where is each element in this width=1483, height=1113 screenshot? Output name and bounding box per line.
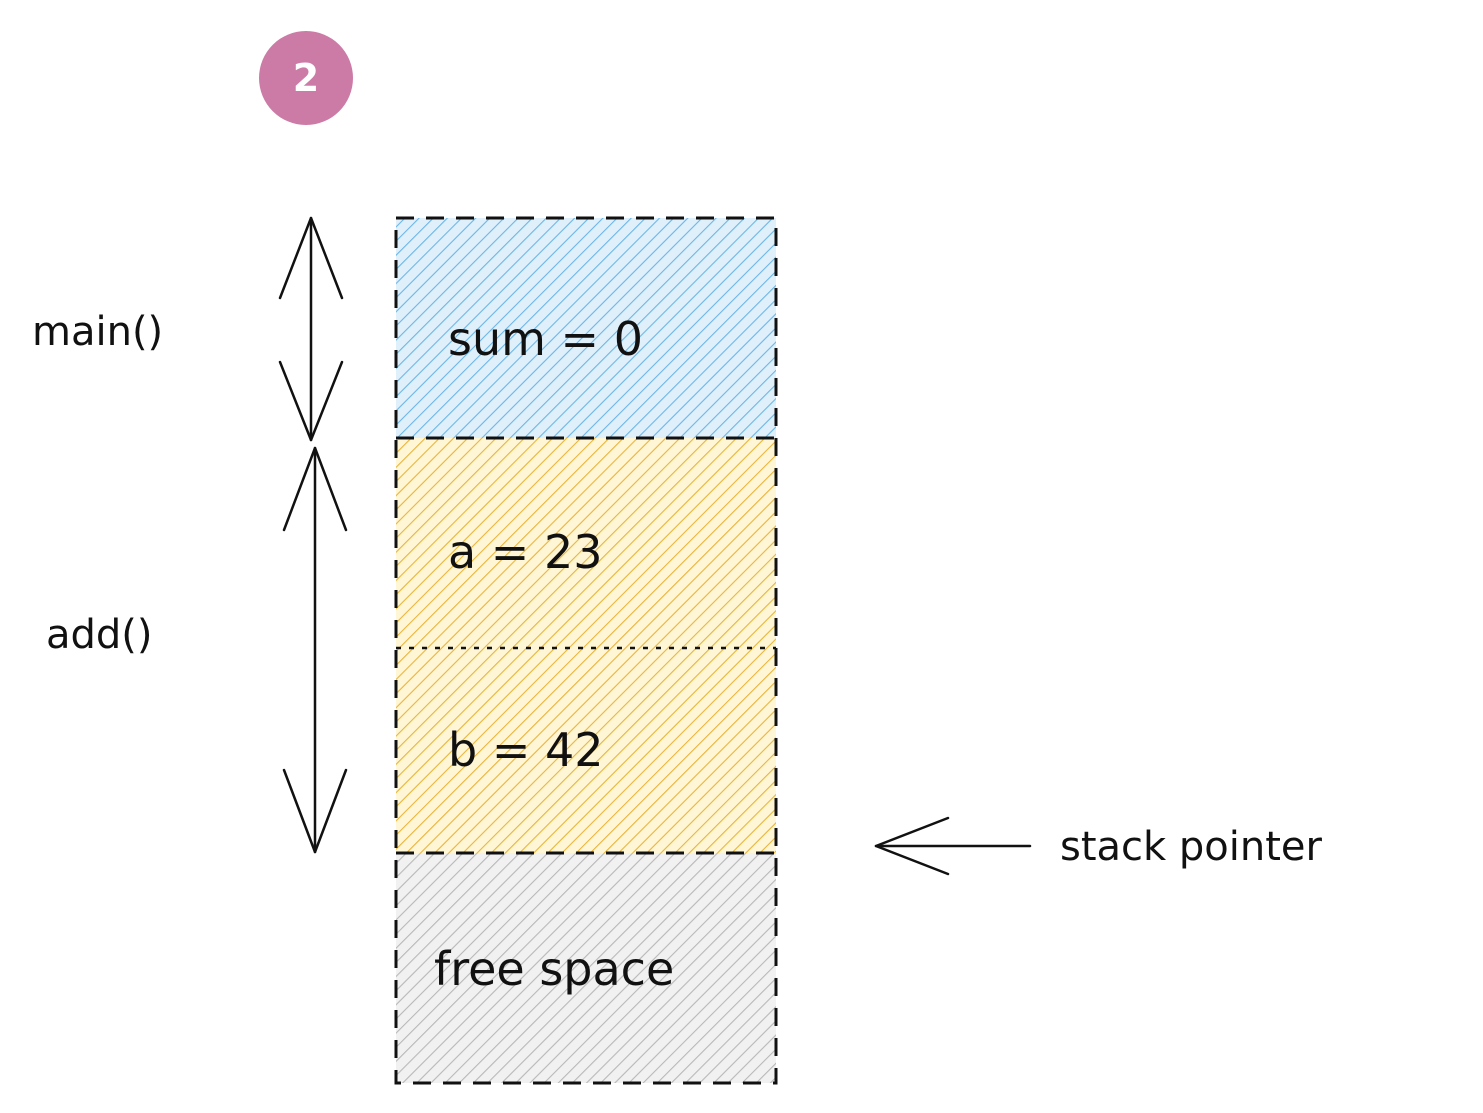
stack-pointer-label: stack pointer — [1060, 824, 1323, 870]
stack-cell-b-text: b = 42 — [448, 723, 604, 777]
main-frame-label: main() — [32, 309, 163, 355]
stack-pointer-arrow — [876, 818, 1030, 874]
step-number: 2 — [293, 56, 319, 100]
main-frame-arrow — [280, 218, 342, 440]
add-frame-arrow — [284, 448, 346, 852]
stack-cell-free-text: free space — [434, 942, 674, 996]
stack-cell-a-text: a = 23 — [448, 525, 603, 579]
stack-cell-sum-text: sum = 0 — [448, 312, 643, 366]
add-frame-label: add() — [46, 612, 153, 658]
step-badge: 2 — [259, 31, 353, 125]
